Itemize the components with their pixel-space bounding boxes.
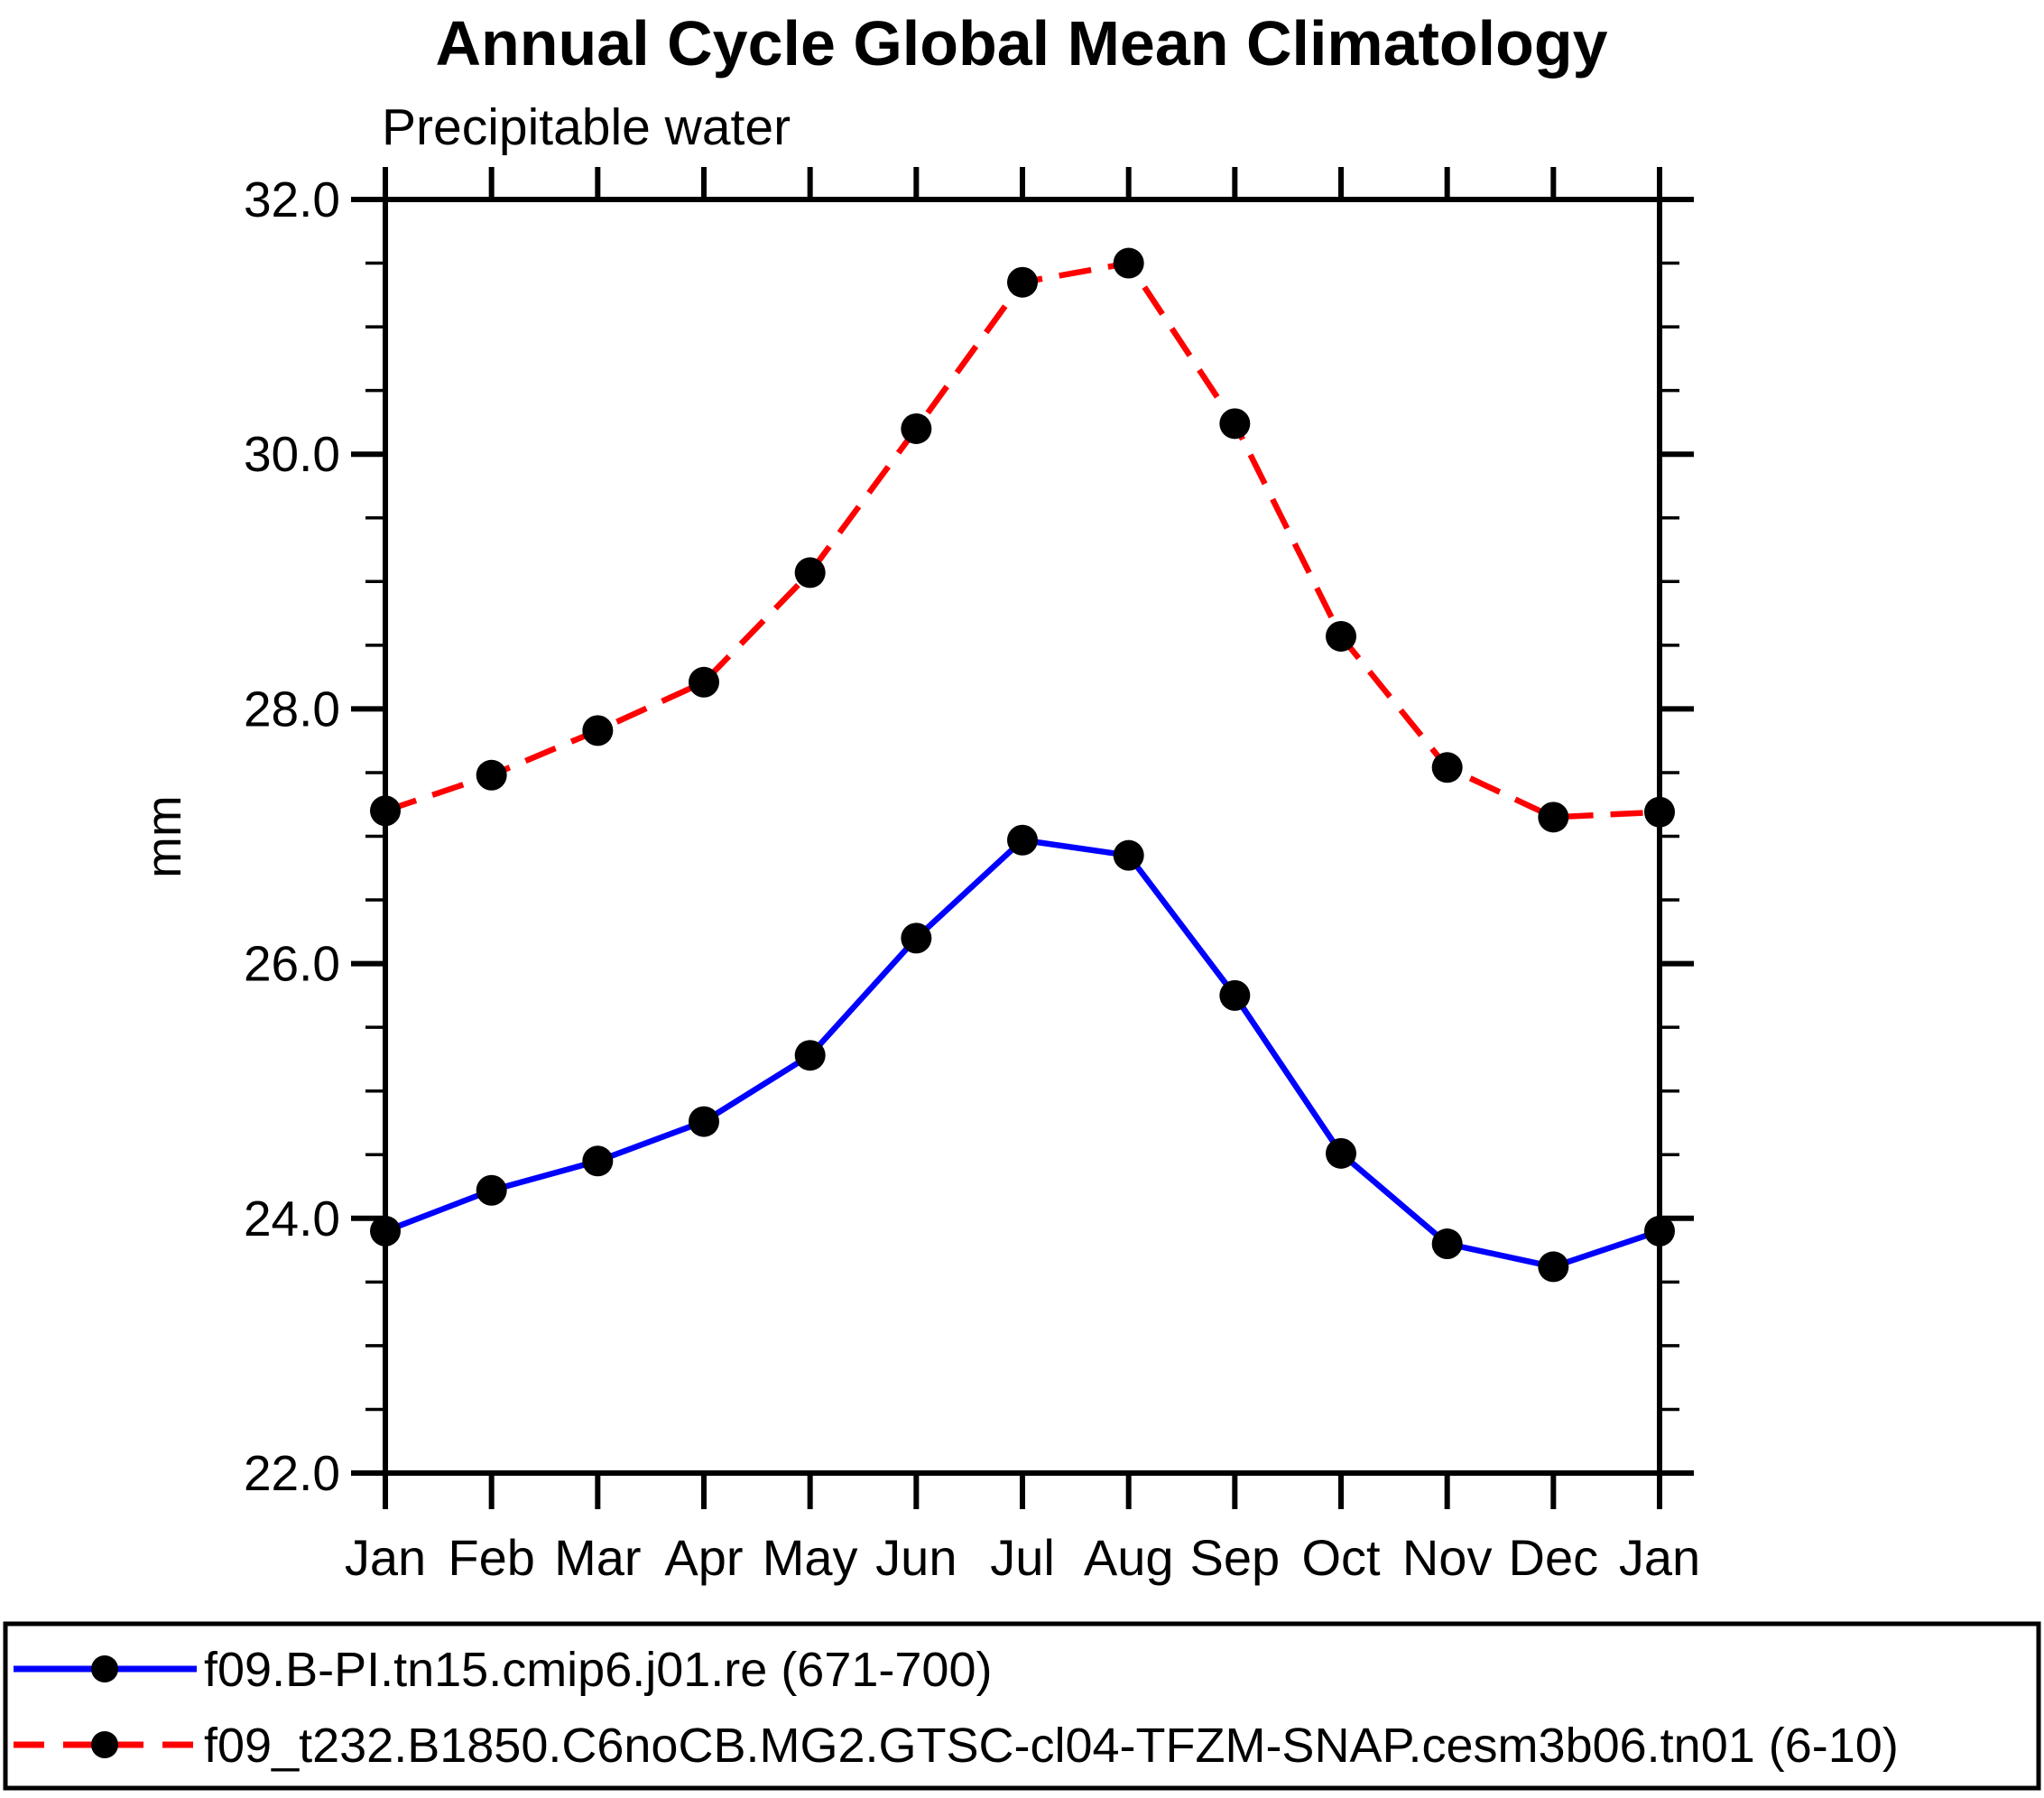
legend-label-series-2: f09_t232.B1850.C6noCB.MG2.GTSC-cl04-TFZM… [204,1719,1899,1773]
y-tick-label: 22.0 [244,1445,340,1501]
series-line-1 [384,260,1660,820]
legend-box: f09.B-PI.tn15.cmip6.j01.re (671-700) f09… [3,1621,2041,1791]
data-point-marker [689,666,719,698]
series-line-0 [384,837,1661,1270]
data-point-marker [370,795,401,827]
month-label: Apr [664,1529,743,1586]
month-label: May [763,1529,858,1586]
month-label: Jan [1619,1529,1700,1586]
data-point-marker [901,412,932,444]
series-1 [370,247,1675,833]
plot-frame-rect [383,197,1662,1476]
chart-title: Annual Cycle Global Mean Climatology [435,8,1607,79]
month-label: Jul [990,1529,1055,1586]
month-label: Jan [345,1529,426,1586]
chart-subtitle: Precipitable water [382,98,791,156]
y-tick-label: 32.0 [244,171,340,227]
data-point-marker [794,1040,826,1071]
month-label: Jun [875,1529,957,1586]
axis-tick-labels: 22.0 24.0 26.0 28.0 30.0 32.0 Jan Feb Mar Apr May J… [244,171,1700,1586]
data-point-marker [901,922,932,954]
month-label: Nov [1402,1529,1493,1586]
y-axis-unit-label: mm [135,795,191,878]
month-label: Feb [448,1529,535,1586]
data-point-marker [1644,796,1675,828]
y-tick-label: 28.0 [244,681,340,737]
data-point-marker [1007,266,1038,298]
month-label: Sep [1190,1529,1281,1586]
month-label: Oct [1301,1529,1381,1586]
data-point-marker [1326,620,1356,652]
data-point-marker [689,1106,719,1137]
data-point-marker [1113,247,1144,279]
data-point-marker [1538,802,1569,833]
data-point-marker [1431,752,1463,783]
data-series [370,247,1675,1283]
data-point-marker [794,557,826,589]
data-point-marker [1326,1137,1356,1169]
legend-marker-dot [91,1655,118,1682]
legend-marker-dot [91,1731,118,1758]
data-point-marker [476,759,507,791]
legend-border [3,1621,2041,1791]
data-point-marker [1538,1251,1569,1283]
data-point-marker [582,1145,614,1177]
y-tick-label: 30.0 [244,426,340,482]
plot-frame [383,197,1662,1476]
legend-label-series-1: f09.B-PI.tn15.cmip6.j01.re (671-700) [204,1643,992,1697]
data-point-marker [476,1174,507,1206]
axis-ticks [351,167,1694,1509]
data-point-marker [1431,1228,1463,1260]
data-point-marker [1644,1215,1675,1247]
series-0 [370,824,1675,1283]
legend-entry-control-run: f09.B-PI.tn15.cmip6.j01.re (671-700) [14,1643,992,1697]
month-label: Dec [1509,1529,1599,1586]
month-label: Aug [1084,1529,1174,1586]
month-label: Mar [554,1529,641,1586]
data-point-marker [1007,824,1038,856]
data-point-marker [1219,408,1251,440]
data-point-marker [1219,979,1251,1011]
y-tick-label: 26.0 [244,936,340,992]
data-point-marker [582,715,614,746]
legend-entry-experiment-run: f09_t232.B1850.C6noCB.MG2.GTSC-cl04-TFZM… [14,1719,1899,1773]
y-tick-label: 24.0 [244,1191,340,1247]
data-point-marker [1113,839,1144,871]
data-point-marker [370,1215,401,1247]
